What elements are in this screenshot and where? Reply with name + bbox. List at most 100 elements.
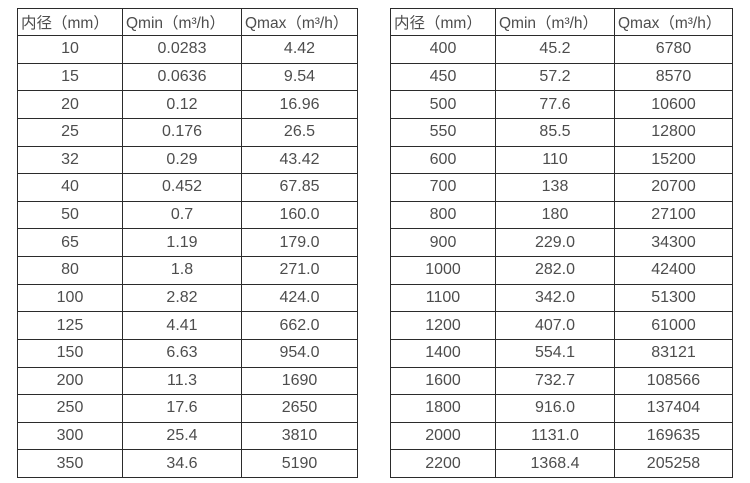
flow-rate-tables: 内径（mm） Qmin（m³/h） Qmax（m³/h） 10 0.0283 4.42 15…: [17, 8, 733, 478]
qmin-cell: 4.41: [122, 311, 242, 340]
small-diameter-flow-table: 内径（mm） Qmin（m³/h） Qmax（m³/h） 10 0.0283 4.42 15…: [17, 8, 358, 478]
diameter-cell: 10: [17, 35, 123, 64]
qmin-cell: 110: [495, 145, 615, 175]
diameter-cell: 32: [17, 145, 123, 175]
qmin-cell: 0.176: [122, 117, 242, 147]
qmax-cell: 6780: [614, 35, 733, 64]
diameter-cell: 1000: [390, 256, 496, 285]
qmin-cell: 342.0: [495, 283, 615, 313]
table-row: 1400 554.1 83121: [390, 338, 733, 368]
diameter-cell: 15: [17, 62, 123, 92]
qmax-cell: 26.5: [241, 117, 358, 147]
table-row: 1800 916.0 137404: [390, 394, 733, 423]
qmax-cell: 2650: [241, 394, 358, 423]
qmax-cell: 51300: [614, 283, 733, 313]
table-row: 250 17.6 2650: [17, 394, 358, 423]
diameter-cell: 1800: [390, 394, 496, 423]
qmax-cell: 20700: [614, 173, 733, 202]
header-row: 内径（mm） Qmin（m³/h） Qmax（m³/h）: [17, 8, 358, 36]
qmin-cell: 0.7: [122, 200, 242, 230]
table-row: 15 0.0636 9.54: [17, 62, 358, 92]
table-row: 1600 732.7 108566: [390, 366, 733, 396]
diameter-cell: 450: [390, 62, 496, 92]
table-row: 32 0.29 43.42: [17, 145, 358, 175]
table-row: 450 57.2 8570: [390, 62, 733, 92]
diameter-cell: 600: [390, 145, 496, 175]
table-row: 50 0.7 160.0: [17, 200, 358, 230]
qmax-cell: 12800: [614, 117, 733, 147]
qmin-cell: 1.8: [122, 256, 242, 285]
header-row: 内径（mm） Qmin（m³/h） Qmax（m³/h）: [390, 8, 733, 36]
qmin-cell: 916.0: [495, 394, 615, 423]
table-row: 2200 1368.4 205258: [390, 449, 733, 478]
diameter-cell: 350: [17, 449, 123, 478]
diameter-cell: 2000: [390, 421, 496, 451]
qmin-cell: 17.6: [122, 394, 242, 423]
diameter-cell: 20: [17, 90, 123, 119]
table-row: 350 34.6 5190: [17, 449, 358, 478]
qmin-cell: 0.0283: [122, 35, 242, 64]
qmin-cell: 138: [495, 173, 615, 202]
diameter-cell: 65: [17, 228, 123, 257]
table-row: 150 6.63 954.0: [17, 338, 358, 368]
table-row: 600 110 15200: [390, 145, 733, 175]
qmin-cell: 34.6: [122, 449, 242, 478]
qmax-cell: 34300: [614, 228, 733, 257]
diameter-cell: 25: [17, 117, 123, 147]
qmax-cell: 424.0: [241, 283, 358, 313]
qmin-cell: 85.5: [495, 117, 615, 147]
qmin-cell: 1368.4: [495, 449, 615, 478]
diameter-cell: 800: [390, 200, 496, 230]
diameter-cell: 1100: [390, 283, 496, 313]
diameter-cell: 50: [17, 200, 123, 230]
table-row: 10 0.0283 4.42: [17, 35, 358, 64]
table-row: 100 2.82 424.0: [17, 283, 358, 313]
qmin-cell: 6.63: [122, 338, 242, 368]
table-row: 1100 342.0 51300: [390, 283, 733, 313]
qmin-cell: 25.4: [122, 421, 242, 451]
qmax-cell: 10600: [614, 90, 733, 119]
diameter-cell: 300: [17, 421, 123, 451]
table-row: 1200 407.0 61000: [390, 311, 733, 340]
qmax-cell: 179.0: [241, 228, 358, 257]
qmin-cell: 282.0: [495, 256, 615, 285]
qmax-cell: 42400: [614, 256, 733, 285]
qmax-cell: 8570: [614, 62, 733, 92]
qmax-cell: 43.42: [241, 145, 358, 175]
table-row: 400 45.2 6780: [390, 35, 733, 64]
qmin-cell: 0.12: [122, 90, 242, 119]
diameter-cell: 500: [390, 90, 496, 119]
qmax-cell: 9.54: [241, 62, 358, 92]
qmin-cell: 1131.0: [495, 421, 615, 451]
column-header: 内径（mm）: [17, 8, 123, 36]
qmax-cell: 954.0: [241, 338, 358, 368]
diameter-cell: 100: [17, 283, 123, 313]
qmax-cell: 205258: [614, 449, 733, 478]
diameter-cell: 250: [17, 394, 123, 423]
diameter-cell: 400: [390, 35, 496, 64]
table-row: 900 229.0 34300: [390, 228, 733, 257]
qmax-cell: 160.0: [241, 200, 358, 230]
column-header: Qmin（m³/h）: [122, 8, 242, 36]
column-header: Qmax（m³/h）: [614, 8, 733, 36]
qmax-cell: 662.0: [241, 311, 358, 340]
diameter-cell: 1200: [390, 311, 496, 340]
table-row: 550 85.5 12800: [390, 117, 733, 147]
qmax-cell: 108566: [614, 366, 733, 396]
qmax-cell: 137404: [614, 394, 733, 423]
table-row: 125 4.41 662.0: [17, 311, 358, 340]
column-header: 内径（mm）: [390, 8, 496, 36]
diameter-cell: 700: [390, 173, 496, 202]
qmin-cell: 57.2: [495, 62, 615, 92]
qmax-cell: 4.42: [241, 35, 358, 64]
diameter-cell: 1400: [390, 338, 496, 368]
qmin-cell: 0.0636: [122, 62, 242, 92]
table-row: 800 180 27100: [390, 200, 733, 230]
diameter-cell: 550: [390, 117, 496, 147]
qmax-cell: 16.96: [241, 90, 358, 119]
diameter-cell: 1600: [390, 366, 496, 396]
diameter-cell: 40: [17, 173, 123, 202]
qmax-cell: 169635: [614, 421, 733, 451]
column-header: Qmax（m³/h）: [241, 8, 358, 36]
qmin-cell: 554.1: [495, 338, 615, 368]
